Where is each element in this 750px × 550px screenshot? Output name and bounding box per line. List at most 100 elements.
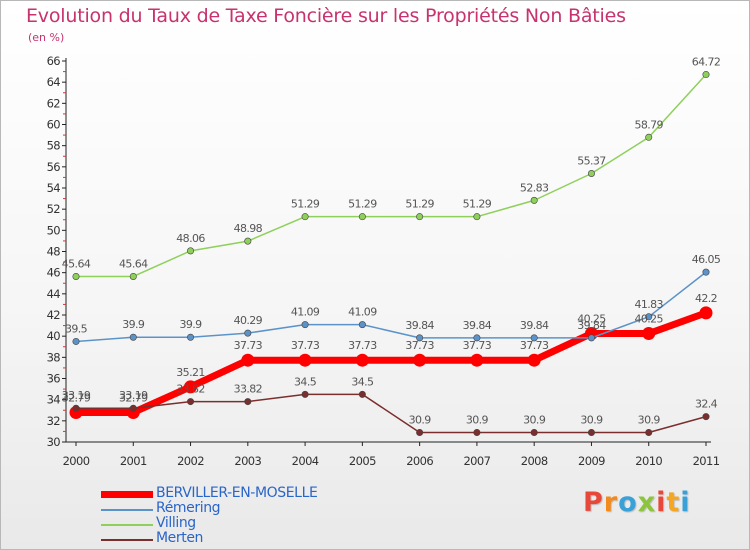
data-point-villing [473,213,481,221]
logo-letter: P [583,487,604,518]
series-remering [72,268,710,345]
data-label-berviller: 37.73 [348,339,377,352]
data-point-merten [129,404,137,412]
axes: 30 32 34 36 38 40 42 44 46 48 50 52 54 56 58 60 62 64 66 20… [47,54,721,468]
data-label-remering: 39.5 [65,322,88,335]
data-label-merten: 30.9 [409,413,432,426]
data-label-villing: 51.29 [405,198,434,211]
series-line-remering [75,271,707,343]
chart-title: Evolution du Taux de Taxe Foncière sur l… [26,5,626,27]
proxiti-logo: Proxiti [583,487,691,518]
data-label-merten: 34.5 [351,375,374,388]
y-tick-label: 66 [47,54,61,68]
data-label-remering: 39.84 [463,319,492,332]
data-point-remering [416,334,424,342]
data-label-merten: 30.9 [638,413,661,426]
series-line-berviller [76,309,708,416]
data-label-berviller: 40.25 [634,313,663,326]
data-label-berviller: 37.73 [463,339,492,352]
data-point-villing [244,237,252,245]
data-label-remering: 41.09 [348,306,377,319]
x-tick-label: 2005 [349,454,376,468]
y-tick-label: 50 [47,223,61,237]
data-point-remering [301,321,309,329]
data-point-villing [301,213,309,221]
y-tick-label: 46 [47,266,61,280]
data-label-merten: 33.82 [176,383,205,396]
data-point-villing [72,272,80,280]
y-tick-label: 38 [47,350,61,364]
series-line-merten [76,393,707,434]
data-point-villing [645,133,653,141]
data-label-berviller: 37.73 [520,339,549,352]
data-label-villing: 52.83 [520,181,549,194]
data-label-remering: 39.84 [520,319,549,332]
data-label-berviller: 37.73 [405,339,434,352]
data-label-villing: 51.29 [463,198,492,211]
x-tick-label: 2006 [406,454,433,468]
logo-letter: r [603,487,619,518]
series-layer [69,71,713,436]
data-point-berviller [699,306,713,320]
data-point-berviller [527,353,541,367]
data-label-merten: 33.19 [62,389,91,402]
data-label-merten: 34.5 [294,375,317,388]
data-point-remering [473,334,481,342]
y-tick-label: 62 [47,96,61,110]
data-label-remering: 39.84 [405,319,434,332]
x-tick-label: 2001 [120,454,147,468]
x-tick-label: 2002 [177,454,204,468]
x-tick-label: 2008 [521,454,548,468]
data-label-villing: 55.37 [577,155,606,168]
data-point-remering [587,334,595,342]
data-label-merten: 30.9 [580,413,603,426]
data-point-villing [129,272,137,280]
y-tick-label: 60 [47,118,61,132]
data-point-berviller [470,353,484,367]
data-label-merten: 33.19 [119,389,148,402]
data-point-merten [301,390,309,398]
data-label-remering: 39.9 [179,318,202,331]
data-point-remering [244,329,252,337]
x-tick-label: 2004 [292,454,319,468]
data-point-merten [72,404,80,412]
y-tick-label: 64 [47,75,61,89]
data-label-villing: 45.64 [62,257,91,270]
data-point-berviller [298,353,312,367]
data-point-merten [416,428,424,436]
data-point-villing [416,213,424,221]
x-tick-label: 2011 [693,454,720,468]
data-label-villing: 51.29 [348,198,377,211]
logo-letter: t [666,487,681,518]
legend-label-merten: Merten [156,530,204,546]
y-tick-label: 36 [47,372,61,386]
data-point-berviller [413,353,427,367]
data-point-berviller [642,327,656,341]
data-label-villing: 48.98 [234,222,263,235]
data-label-berviller: 32.79 [119,391,148,404]
data-point-villing [358,213,366,221]
data-label-villing: 64.72 [692,56,721,69]
data-label-merten: 30.9 [523,413,546,426]
data-point-remering [187,333,195,341]
data-label-remering: 46.05 [692,253,721,266]
data-label-remering: 40.29 [234,314,263,327]
data-label-villing: 45.64 [119,257,148,270]
y-tick-label: 30 [47,435,61,449]
data-label-villing: 51.29 [291,198,320,211]
data-point-merten [530,428,538,436]
legend-label-villing: Villing [156,515,196,531]
y-tick-label: 54 [47,181,61,195]
data-point-berviller [241,353,255,367]
data-label-villing: 48.06 [176,232,205,245]
legend-label-berviller: BERVILLER-EN-MOSELLE [156,485,318,501]
legend-swatch-remering [101,509,153,511]
series-berviller [69,306,713,419]
x-tick-label: 2000 [63,454,90,468]
data-label-merten: 30.9 [466,413,489,426]
data-label-remering: 39.84 [577,319,606,332]
legend-label-remering: Rémering [156,500,221,516]
x-tick-label: 2010 [635,454,662,468]
